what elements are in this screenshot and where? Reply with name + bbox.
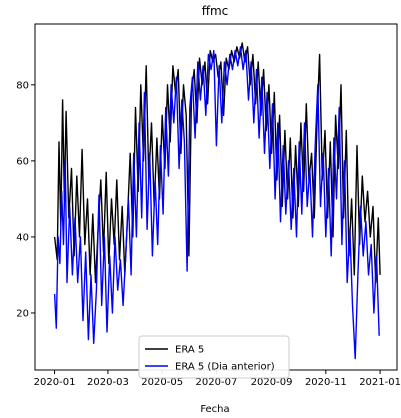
x-tick-label: 2020-09 (251, 377, 293, 388)
x-tick-label: 2020-05 (141, 377, 183, 388)
x-tick-label: 2020-01 (34, 377, 76, 388)
x-tick-label: 2020-07 (196, 377, 238, 388)
legend-label-era5: ERA 5 (175, 345, 204, 356)
y-tick-label: 40 (16, 232, 29, 243)
y-axis: 20 40 60 80 (16, 80, 35, 319)
y-tick-label: 80 (16, 80, 29, 91)
series-line-era5-dia-anterior (53, 46, 380, 360)
x-axis-label: Fecha (200, 404, 229, 415)
y-tick-label: 20 (16, 308, 29, 319)
x-tick-label: 2021-01 (359, 377, 401, 388)
x-tick-label: 2020-11 (305, 377, 347, 388)
legend: ERA 5 ERA 5 (Dia anterior) (138, 335, 290, 379)
series-layer (53, 42, 381, 360)
legend-label-era5-dia-anterior: ERA 5 (Dia anterior) (175, 362, 275, 373)
y-tick-label: 60 (16, 156, 29, 167)
x-tick-label: 2020-03 (87, 377, 129, 388)
legend-box (138, 335, 290, 379)
chart-title: ffmc (202, 4, 229, 18)
series-line-era5 (53, 42, 381, 284)
